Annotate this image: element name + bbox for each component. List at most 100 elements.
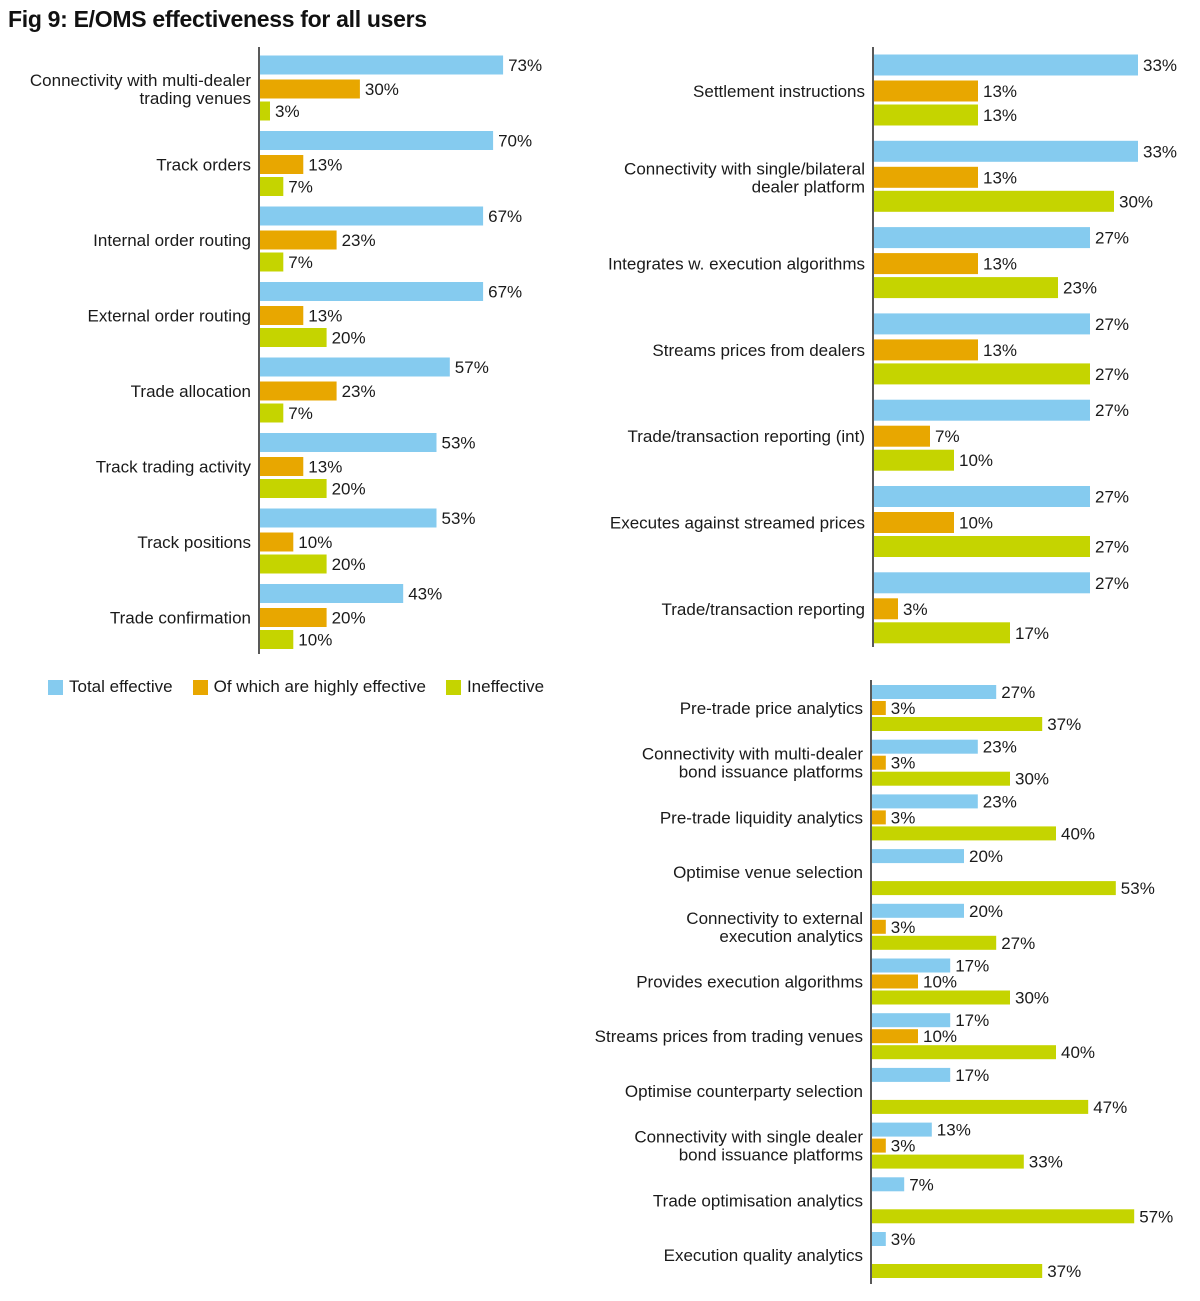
bar-ineffective [872, 826, 1056, 841]
bar-ineffective [260, 554, 327, 574]
data-label: 13% [983, 255, 1017, 274]
bar-highly [260, 306, 304, 325]
bar-total [260, 508, 437, 528]
data-label: 27% [1095, 574, 1129, 593]
legend-item-ineffective: Ineffective [445, 677, 544, 697]
category-label: Pre-trade price analytics [680, 699, 863, 718]
bar-ineffective [872, 1264, 1043, 1278]
data-label: 27% [1095, 401, 1129, 420]
bar-highly [874, 253, 978, 275]
data-label: 67% [488, 283, 522, 302]
bar-ineffective [872, 1154, 1024, 1169]
bar-ineffective [874, 449, 954, 471]
bar-total [260, 282, 484, 301]
category-label: Internal order routing [93, 231, 251, 250]
bar-total [872, 685, 997, 699]
data-label: 3% [891, 918, 916, 937]
bar-ineffective [872, 1209, 1135, 1224]
bar-ineffective [874, 277, 1058, 299]
bar-highly [872, 755, 886, 770]
data-label: 30% [1119, 192, 1153, 211]
bar-highly [874, 512, 954, 533]
bar-total [872, 958, 951, 973]
category-label: Pre-trade liquidity analytics [660, 808, 863, 827]
bar-total [872, 1232, 886, 1246]
category-label: Trade/transaction reporting [662, 600, 865, 619]
category-label: Track trading activity [96, 458, 252, 477]
data-label: 30% [365, 80, 399, 99]
data-label: 47% [1093, 1098, 1127, 1117]
data-label: 30% [1015, 770, 1049, 789]
data-label: 13% [983, 168, 1017, 187]
legend: Total effective Of which are highly effe… [48, 677, 544, 697]
category-label: Execution quality analytics [664, 1246, 863, 1265]
legend-item-total: Total effective [48, 677, 173, 697]
category-label: Optimise venue selection [673, 863, 863, 882]
bar-total [260, 55, 504, 75]
data-label: 70% [498, 132, 532, 151]
data-label: 27% [1095, 315, 1129, 334]
bar-highly [260, 381, 337, 401]
data-label: 17% [955, 1066, 989, 1085]
data-label: 23% [342, 231, 376, 250]
data-label: 7% [288, 253, 313, 272]
data-label: 23% [1063, 279, 1097, 298]
category-label: Executes against streamed prices [610, 514, 865, 533]
bar-ineffective [874, 104, 978, 126]
category-label: Settlement instructions [693, 82, 865, 101]
bar-total [874, 140, 1138, 162]
data-label: 3% [891, 808, 916, 827]
data-label: 10% [298, 533, 332, 552]
data-label: 23% [342, 382, 376, 401]
data-label: 10% [923, 1027, 957, 1046]
data-label: 20% [969, 902, 1003, 921]
bar-ineffective [260, 177, 284, 196]
data-label: 27% [1095, 488, 1129, 507]
data-label: 3% [891, 1230, 916, 1249]
legend-label-total: Total effective [69, 677, 173, 696]
category-label: Trade confirmation [110, 609, 251, 628]
data-label: 3% [275, 102, 300, 121]
data-label: 13% [983, 341, 1017, 360]
data-label: 13% [308, 307, 342, 326]
data-label: 10% [959, 451, 993, 470]
bar-total [874, 486, 1090, 507]
data-label: 30% [1015, 989, 1049, 1008]
data-label: 33% [1029, 1153, 1063, 1172]
bar-total [872, 794, 978, 809]
bar-total [874, 399, 1090, 421]
bar-total [874, 227, 1090, 249]
bar-ineffective [260, 101, 270, 121]
bar-total [260, 584, 404, 603]
bar-ineffective [874, 363, 1090, 385]
data-label: 53% [1121, 879, 1155, 898]
data-label: 7% [288, 404, 313, 423]
bar-ineffective [872, 771, 1010, 786]
data-label: 27% [1001, 934, 1035, 953]
bar-highly [260, 608, 327, 627]
data-label: 40% [1061, 1043, 1095, 1062]
bar-ineffective [260, 328, 327, 347]
data-label: 20% [969, 847, 1003, 866]
category-label: Trade/transaction reporting (int) [628, 427, 865, 446]
legend-swatch-highly [192, 679, 208, 695]
data-label: 17% [955, 957, 989, 976]
bar-ineffective [260, 630, 294, 649]
category-label: Streams prices from dealers [652, 341, 865, 360]
bar-highly [874, 166, 978, 188]
chart-title: Fig 9: E/OMS effectiveness for all users [8, 6, 427, 32]
data-label: 13% [983, 82, 1017, 101]
data-label: 3% [903, 600, 928, 619]
bar-highly [874, 339, 978, 361]
legend-swatch-ineffective [445, 679, 461, 695]
data-label: 10% [298, 631, 332, 650]
bar-highly [872, 919, 886, 934]
data-label: 3% [891, 699, 916, 718]
bar-ineffective [260, 403, 284, 423]
bar-total [872, 1013, 951, 1028]
legend-label-highly: Of which are highly effective [213, 677, 426, 696]
category-label: External order routing [88, 307, 251, 326]
data-label: 13% [937, 1121, 971, 1140]
bar-total [260, 131, 494, 150]
